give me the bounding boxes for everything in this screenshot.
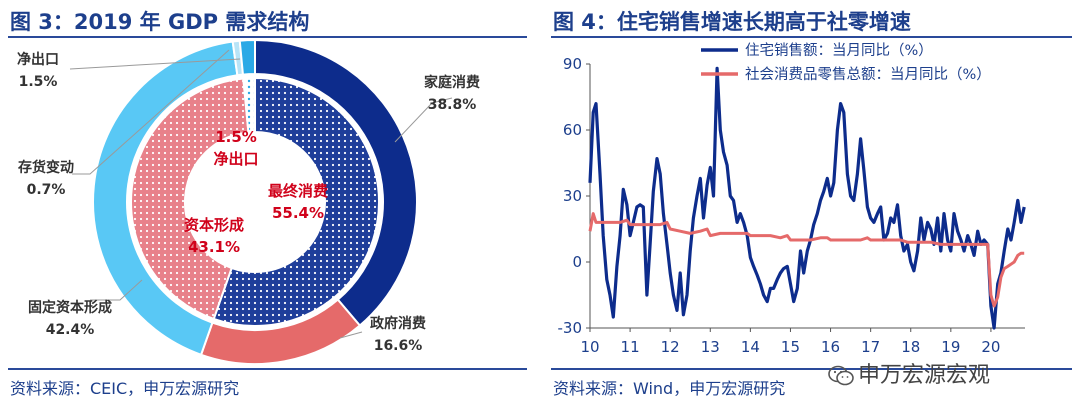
- label-inventory-name: 存货变动: [18, 159, 74, 176]
- label-household-leader: [394, 97, 453, 143]
- label-government-value: 16.6%: [374, 338, 423, 354]
- donut-chart: 家庭消费 38.8% 政府消费 16.6% 固定资本形成 42.4% 存货变动 0.7% 净出口…: [17, 38, 480, 365]
- x-tick-label: 15: [781, 338, 800, 356]
- left-bottom-rule: [8, 368, 527, 370]
- x-tick-label: 20: [981, 338, 1000, 356]
- label-fixed-capital-value: 42.4%: [46, 322, 95, 338]
- x-tick-label: 17: [861, 338, 880, 356]
- x-tick-label: 12: [661, 338, 680, 356]
- y-tick-label: 0: [572, 253, 582, 271]
- x-tick-label: 19: [941, 338, 960, 356]
- watermark-text: 申万宏源宏观: [858, 363, 991, 388]
- label-inventory-value: 0.7%: [27, 182, 66, 198]
- inner-slice-capital-formation: [130, 77, 250, 321]
- outer-ring: [92, 38, 418, 365]
- watermark: 申万宏源宏观: [828, 357, 990, 389]
- label-net-exports-name: 净出口: [17, 51, 59, 68]
- right-top-rule: [551, 36, 1072, 38]
- series-residential-sales-line: [588, 66, 1026, 330]
- x-tick-label: 13: [701, 338, 720, 356]
- label-final-consumption-name: 最终消费: [268, 182, 328, 200]
- inner-slice-final-consumption: [212, 76, 380, 327]
- outer-slice-net-exports: [238, 38, 256, 76]
- inner-ring: [130, 76, 380, 327]
- label-household-name: 家庭消费: [424, 74, 480, 91]
- label-household-value: 38.8%: [428, 97, 477, 113]
- label-fixed-capital-name: 固定资本形成: [28, 299, 112, 316]
- inner-slice-net-exports: [242, 76, 256, 134]
- housing-vs-retail-panel: 图 4：住宅销售增速长期高于社零增速 90 60 30 0 -30 10 11 12 13 14 1…: [543, 0, 1080, 420]
- label-capital-formation-value: 43.1%: [188, 238, 240, 256]
- label-government-leader: [339, 331, 363, 339]
- label-government-name: 政府消费: [370, 315, 426, 332]
- left-top-rule: [8, 36, 527, 38]
- legend-residential-sales-label: 住宅销售额：当月同比（%）: [745, 42, 933, 59]
- wechat-icon: [828, 365, 854, 386]
- donut-labels: 家庭消费 38.8% 政府消费 16.6% 固定资本形成 42.4% 存货变动 0.7% 净出口…: [17, 51, 480, 354]
- y-tick-label: 60: [563, 121, 582, 139]
- x-tick-label: 14: [741, 338, 760, 356]
- label-net-exports-value: 1.5%: [19, 74, 58, 90]
- label-inner-net-exports-value: 1.5%: [215, 128, 257, 146]
- x-tick-label: 18: [901, 338, 920, 356]
- left-chart-title: 图 3：2019 年 GDP 需求结构: [10, 10, 310, 34]
- legend-retail-sales-label: 社会消费品零售总额：当月同比（%）: [745, 66, 991, 83]
- y-tick-label: -30: [558, 319, 583, 337]
- label-inventory-leader: [72, 49, 230, 175]
- y-tick-label: 30: [563, 187, 582, 205]
- x-tick-label: 10: [580, 338, 599, 356]
- right-bottom-rule: [551, 368, 1072, 370]
- x-tick-label: 11: [621, 338, 640, 356]
- left-source-note: 资料来源：CEIC，申万宏源研究: [10, 379, 240, 398]
- x-tick-label: 16: [821, 338, 840, 356]
- label-inner-net-exports-name: 净出口: [213, 150, 258, 168]
- chart-legend: 住宅销售额：当月同比（%） 社会消费品零售总额：当月同比（%）: [701, 42, 991, 83]
- label-final-consumption-value: 55.4%: [272, 204, 324, 222]
- label-capital-formation-name: 资本形成: [184, 216, 244, 234]
- right-chart-title: 图 4：住宅销售增速长期高于社零增速: [553, 10, 911, 34]
- gdp-structure-panel: 图 3：2019 年 GDP 需求结构 家庭消费 38.8% 政府消费 16.6% 固定…: [0, 0, 535, 420]
- label-net-exports-leader: [69, 58, 241, 70]
- label-fixed-capital-leader: [90, 279, 143, 301]
- series-lines: [588, 66, 1026, 330]
- series-retail-sales-line: [588, 212, 1025, 308]
- y-tick-label: 90: [563, 55, 582, 73]
- right-source-note: 资料来源：Wind，申万宏源研究: [553, 379, 786, 398]
- leader-lines: [69, 49, 453, 339]
